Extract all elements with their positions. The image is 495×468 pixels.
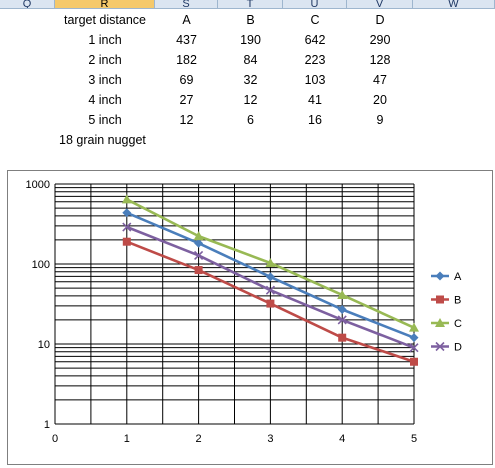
cell-r5-c3[interactable]: 16 [308,113,322,127]
y-tick-label: 10 [38,339,50,351]
cell-r2-c2[interactable]: 84 [243,53,258,67]
x-tick-label: 3 [267,433,273,445]
column-header-v[interactable]: V [347,0,413,9]
legend-marker-c [435,318,445,327]
legend-label-d: D [454,342,462,354]
cell-r1-c0[interactable]: 1 inch [88,33,122,47]
data-point-b [194,266,203,275]
column-header-q[interactable]: Q [0,0,55,9]
data-point-a [337,304,347,314]
cell-r5-c4[interactable]: 9 [376,113,384,127]
column-header-w[interactable]: W [413,0,495,9]
cell-r6-c1[interactable] [155,130,218,150]
cell-r3-c2[interactable]: 32 [243,73,258,87]
legend-label-b: B [454,295,461,307]
cell-r3-c4[interactable]: 47 [373,73,387,87]
cell-r4-c0[interactable]: 4 inch [88,93,122,107]
cell-r2-c0[interactable]: 2 inch [88,53,122,67]
cell-r1-c3[interactable]: 642 [304,33,326,47]
data-point-d [409,343,419,353]
cell-r5-c0[interactable]: 5 inch [88,113,122,127]
column-header-u[interactable]: U [283,0,347,9]
data-point-d [122,222,132,232]
data-point-a [265,272,275,282]
x-tick-label: 2 [196,433,202,445]
data-point-a [122,208,132,218]
data-point-c [121,194,132,204]
cell-r0-c1[interactable]: A [182,13,191,27]
legend-marker-a [435,271,445,281]
cell-r6-c3[interactable] [283,130,347,150]
data-point-b [266,299,275,308]
x-tick-label: 4 [339,433,345,445]
cell-r1-c2[interactable]: 190 [240,33,261,47]
cell-r6-c0[interactable]: 18 grain nugget [59,133,146,147]
cell-r0-c3[interactable]: C [310,13,320,27]
cell-r0-c4[interactable]: D [375,13,385,27]
cell-r6-c2[interactable] [218,130,283,150]
legend-label-c: C [454,318,462,330]
data-point-c [265,257,276,267]
data-point-b [338,333,347,342]
x-tick-label: 5 [411,433,417,445]
legend-marker-b [436,295,444,304]
x-tick-label: 0 [52,433,58,445]
y-tick-label: 1 [44,419,50,431]
cell-r2-c3[interactable]: 223 [304,53,326,67]
data-point-c [337,289,348,299]
data-point-d [194,250,204,260]
cell-r2-c1[interactable]: 182 [176,53,197,67]
data-point-d [337,315,347,325]
cell-r1-c4[interactable]: 290 [369,33,391,47]
data-point-b [122,237,131,246]
column-header-s[interactable]: S [155,0,218,9]
cell-r4-c3[interactable]: 41 [308,93,322,107]
column-header-r[interactable]: R [55,0,155,9]
y-tick-label: 100 [32,259,50,271]
cell-r3-c3[interactable]: 103 [304,73,326,87]
cell-r3-c0[interactable]: 3 inch [88,73,122,87]
column-header-t[interactable]: T [218,0,283,9]
cell-r4-c1[interactable]: 27 [179,93,194,107]
legend-marker-d [435,341,445,352]
cell-r1-c1[interactable]: 437 [176,33,197,47]
data-point-a [409,333,419,343]
cell-r6-c4[interactable] [347,130,413,150]
data-point-b [410,357,418,366]
x-tick-label: 1 [124,433,130,445]
cell-r4-c4[interactable]: 20 [373,93,387,107]
legend-label-a: A [454,271,462,283]
data-point-c [193,231,204,241]
cell-r5-c1[interactable]: 12 [179,113,194,127]
cell-r0-c2[interactable]: B [246,13,255,27]
cell-r0-c0[interactable]: target distance [64,13,146,27]
cell-r4-c2[interactable]: 12 [243,93,258,107]
cell-r2-c4[interactable]: 128 [369,53,391,67]
data-point-a [194,238,204,248]
cell-r3-c1[interactable]: 69 [179,73,194,87]
chart[interactable]: 1 10 100 1000 0 1 2 3 4 5 A B C D [7,170,493,465]
cell-r5-c2[interactable]: 6 [247,113,254,127]
data-point-d [265,285,275,295]
y-tick-label: 1000 [26,179,50,191]
data-point-c [409,322,419,332]
